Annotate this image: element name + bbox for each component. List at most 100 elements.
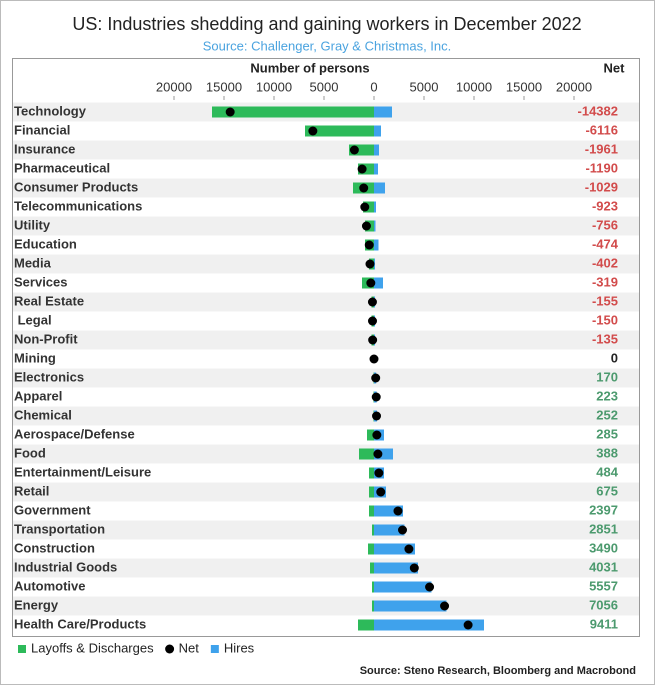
row-band [13, 140, 639, 160]
x-tick-label: 20000 [156, 79, 192, 94]
bar [369, 467, 374, 479]
bar [374, 201, 376, 213]
bar [374, 239, 379, 251]
category-label: Construction [14, 540, 95, 555]
bar [359, 448, 374, 460]
bar [374, 106, 392, 118]
net-label: 223 [596, 388, 618, 403]
category-label: Retail [14, 483, 49, 498]
bar [374, 619, 484, 631]
legend-marker [210, 645, 219, 653]
net-dot [373, 449, 383, 459]
category-label: Aerospace/Defense [14, 426, 135, 441]
legend-label: Hires [224, 640, 255, 655]
category-label: Pharmaceutical [14, 160, 110, 175]
net-label: 484 [596, 464, 618, 479]
bar [374, 277, 383, 289]
row-band [13, 444, 639, 464]
category-label: Energy [14, 597, 59, 612]
chart-subtitle: Source: Challenger, Gray & Christmas, In… [203, 38, 452, 53]
bar [212, 106, 374, 118]
net-dot [357, 164, 367, 174]
net-label: 0 [611, 350, 618, 365]
net-dot [393, 506, 403, 516]
bar [372, 524, 374, 536]
net-label: 9411 [590, 616, 618, 631]
net-dot [376, 487, 386, 497]
net-dot [359, 183, 369, 193]
net-label: 252 [596, 407, 618, 422]
category-label: Services [14, 274, 68, 289]
net-dot [366, 278, 376, 288]
category-label: Apparel [14, 388, 62, 403]
row-band [13, 330, 639, 350]
bar [369, 505, 374, 517]
net-label: -923 [592, 198, 618, 213]
net-label: 4031 [589, 559, 618, 574]
row-band [13, 368, 639, 388]
bar [374, 258, 375, 270]
bar [374, 600, 447, 612]
category-label: Transportation [14, 521, 105, 536]
category-label: Chemical [14, 407, 72, 422]
net-dot [367, 297, 377, 307]
net-label: -402 [592, 255, 618, 270]
category-label: Government [14, 502, 91, 517]
net-dot [368, 335, 378, 345]
bar [374, 448, 393, 460]
bar [374, 581, 432, 593]
net-dot [360, 202, 370, 212]
net-label: 2397 [589, 502, 618, 517]
bar [374, 524, 405, 536]
category-label: Education [14, 236, 77, 251]
net-label: -1029 [585, 179, 618, 194]
bar [358, 619, 374, 631]
net-label: -1190 [585, 160, 618, 175]
net-dot [404, 544, 414, 554]
net-label: -756 [592, 217, 618, 232]
legend-label: Layoffs & Discharges [31, 640, 154, 655]
net-label: 285 [596, 426, 618, 441]
net-dot [440, 601, 450, 611]
net-dot [372, 430, 382, 440]
category-label: Health Care/Products [14, 616, 146, 631]
net-dot [349, 145, 359, 155]
category-label: Financial [14, 122, 70, 137]
row-band [13, 558, 639, 578]
legend-marker [18, 645, 26, 653]
category-label: Real Estate [14, 293, 84, 308]
category-label: Insurance [14, 141, 75, 156]
net-label: 675 [596, 483, 618, 498]
net-dot [371, 373, 381, 383]
bar [369, 486, 374, 498]
x-tick-label: 20000 [556, 79, 592, 94]
net-label: -319 [592, 274, 618, 289]
net-label: -474 [592, 236, 619, 251]
bar [368, 543, 374, 555]
legend-label: Net [179, 640, 200, 655]
net-dot [368, 316, 377, 326]
net-label: -155 [592, 293, 618, 308]
net-dot [361, 221, 371, 231]
category-label: Mining [14, 350, 56, 365]
x-tick-label: 10000 [456, 79, 492, 94]
net-label: 2851 [589, 521, 618, 536]
net-label: -135 [592, 331, 618, 346]
x-tick-label: 0 [370, 79, 377, 94]
bar [374, 144, 379, 156]
category-label: Food [14, 445, 46, 460]
net-dot [398, 525, 408, 535]
net-label: 5557 [589, 578, 618, 593]
row-band [13, 482, 639, 502]
bar [374, 543, 415, 555]
net-label: -150 [592, 312, 618, 327]
net-label: -1961 [585, 141, 618, 156]
net-dot [225, 107, 235, 117]
net-dot [374, 468, 384, 478]
category-label: Utility [14, 217, 51, 232]
net-dot [409, 563, 419, 573]
x-tick-label: 10000 [256, 79, 292, 94]
net-dot [463, 620, 473, 630]
category-label: Non-Profit [14, 331, 78, 346]
